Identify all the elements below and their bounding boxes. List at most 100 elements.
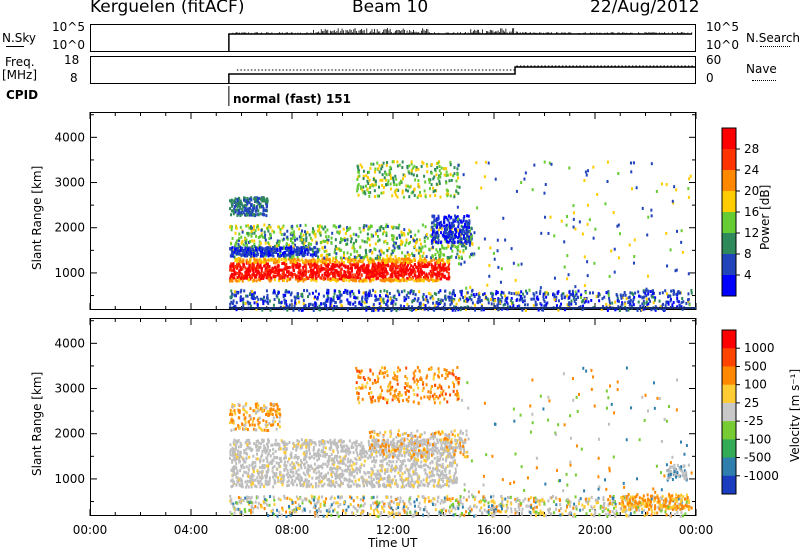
power-cell [333,304,336,308]
power-cell [314,289,317,293]
power-cell [405,240,408,244]
power-cell [316,247,319,251]
power-cell [336,277,339,281]
power-cell [439,195,442,199]
power-cell [530,297,533,301]
velocity-cell [341,469,344,473]
power-cell [299,264,302,268]
power-cell [269,249,272,253]
power-cell [353,263,356,267]
power-cell [524,303,527,307]
power-cell [374,180,377,184]
power-cell [382,265,385,269]
power-cell [450,298,453,302]
power-cell [513,292,516,296]
power-cell [462,219,465,223]
power-cell [447,214,450,218]
power-cell [303,252,306,256]
power-cell [605,302,608,306]
power-cell [260,205,263,209]
power-cell [365,296,368,300]
power-cell [275,294,278,298]
power-cell [397,273,400,277]
power-cell [303,241,306,245]
power-cell [247,231,250,235]
power-cell [246,202,249,206]
power-cell [361,239,364,243]
power-cell [407,232,410,236]
velocity-cell [404,464,407,468]
velocity-colorbar-segment [722,457,736,477]
power-cell [616,224,619,228]
power-cell [418,278,421,282]
power-cell [472,293,475,297]
power-cell [266,258,269,262]
power-cell [359,230,362,234]
power-cell [424,244,427,248]
power-cell [277,264,280,268]
power-cell [417,276,420,280]
velocity-cell [272,452,275,456]
cpid-label: CPID [6,88,39,102]
power-cell [250,196,253,200]
power-cell [311,238,314,242]
power-cell [620,296,623,300]
power-cell [410,162,413,166]
power-cell [305,247,308,251]
power-cell [332,308,335,312]
power-cell [448,267,451,271]
power-cell [286,290,289,294]
power-cell [357,183,360,187]
power-cell [322,277,325,281]
power-cell [333,292,336,296]
power-cell [391,249,394,253]
power-cell [371,266,374,270]
power-cell [627,296,630,300]
x-tick-label: 08:00 [275,523,310,537]
power-cell [578,220,581,224]
power-cell [386,161,389,165]
power-cell [295,265,298,269]
power-cell [641,206,644,210]
power-cell [322,302,325,306]
power-cell [410,169,413,173]
power-cell [360,187,363,191]
power-cell [251,275,254,279]
power-cell [447,277,450,281]
power-cell [436,250,439,254]
power-cell [605,291,608,295]
power-cell [518,304,521,308]
power-cell [240,211,243,215]
power-cell [230,289,233,293]
power-cell [374,308,377,312]
power-cell [358,279,361,283]
power-cell [373,183,376,187]
power-cell [543,160,546,164]
power-cell [228,199,231,203]
power-cell [269,246,272,250]
power-cell [518,298,521,302]
power-cell [336,273,339,277]
power-cell [505,300,508,304]
power-cell [366,187,369,191]
power-cell [273,230,276,234]
power-cell [234,294,237,298]
power-cell [422,251,425,255]
power-cell [271,229,274,233]
power-cell [444,239,447,243]
power-cell [417,229,420,233]
velocity-cell [344,477,347,481]
power-cell [638,294,641,298]
power-cell [240,254,243,258]
power-cell [455,230,458,234]
power-cell [287,253,290,257]
power-cell [586,274,589,278]
power-cell [364,270,367,274]
power-cell [346,242,349,246]
power-cell [316,250,319,254]
power-cell [449,160,452,164]
power-cell [382,191,385,195]
power-cell [263,264,266,268]
velocity-cell [441,462,444,466]
power-cell [239,271,242,275]
